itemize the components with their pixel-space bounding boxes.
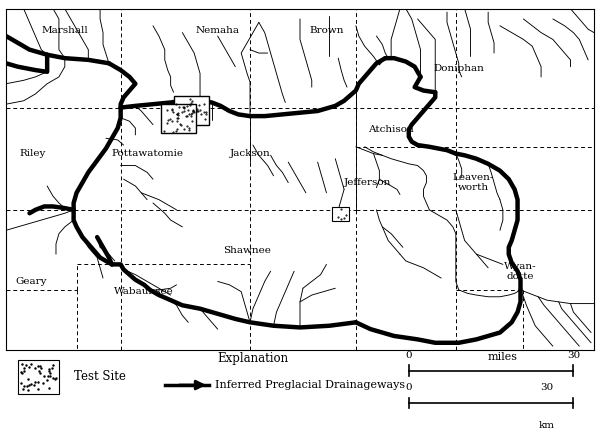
Text: Nemaha: Nemaha xyxy=(196,26,239,35)
Text: 0: 0 xyxy=(406,383,412,392)
Text: Jefferson: Jefferson xyxy=(344,178,391,187)
Bar xyxy=(332,207,349,221)
Text: Leaven-: Leaven- xyxy=(453,173,494,182)
Text: dotte: dotte xyxy=(507,272,534,281)
Bar xyxy=(18,360,59,394)
Text: Geary: Geary xyxy=(15,277,46,286)
Text: Wabaunsee: Wabaunsee xyxy=(115,287,174,296)
Text: worth: worth xyxy=(458,183,489,192)
Text: miles: miles xyxy=(488,352,518,362)
Text: Atchison: Atchison xyxy=(368,125,414,134)
Bar xyxy=(161,104,196,133)
Text: Brown: Brown xyxy=(309,26,344,35)
Text: Doniphan: Doniphan xyxy=(433,64,484,73)
Bar xyxy=(173,96,209,125)
Text: Wyan-: Wyan- xyxy=(504,262,537,271)
Text: Test Site: Test Site xyxy=(74,371,125,384)
Text: Shawnee: Shawnee xyxy=(223,246,271,255)
Text: 30: 30 xyxy=(541,383,554,392)
Text: Pottawatomie: Pottawatomie xyxy=(111,149,183,158)
Text: 30: 30 xyxy=(567,351,580,360)
Text: Riley: Riley xyxy=(19,149,46,158)
Text: Inferred Preglacial Drainageways: Inferred Preglacial Drainageways xyxy=(215,380,405,390)
Text: Jackson: Jackson xyxy=(230,149,271,158)
Text: Marshall: Marshall xyxy=(41,26,88,35)
Text: Explanation: Explanation xyxy=(217,352,289,365)
Text: km: km xyxy=(539,421,555,430)
Text: 0: 0 xyxy=(406,351,412,360)
